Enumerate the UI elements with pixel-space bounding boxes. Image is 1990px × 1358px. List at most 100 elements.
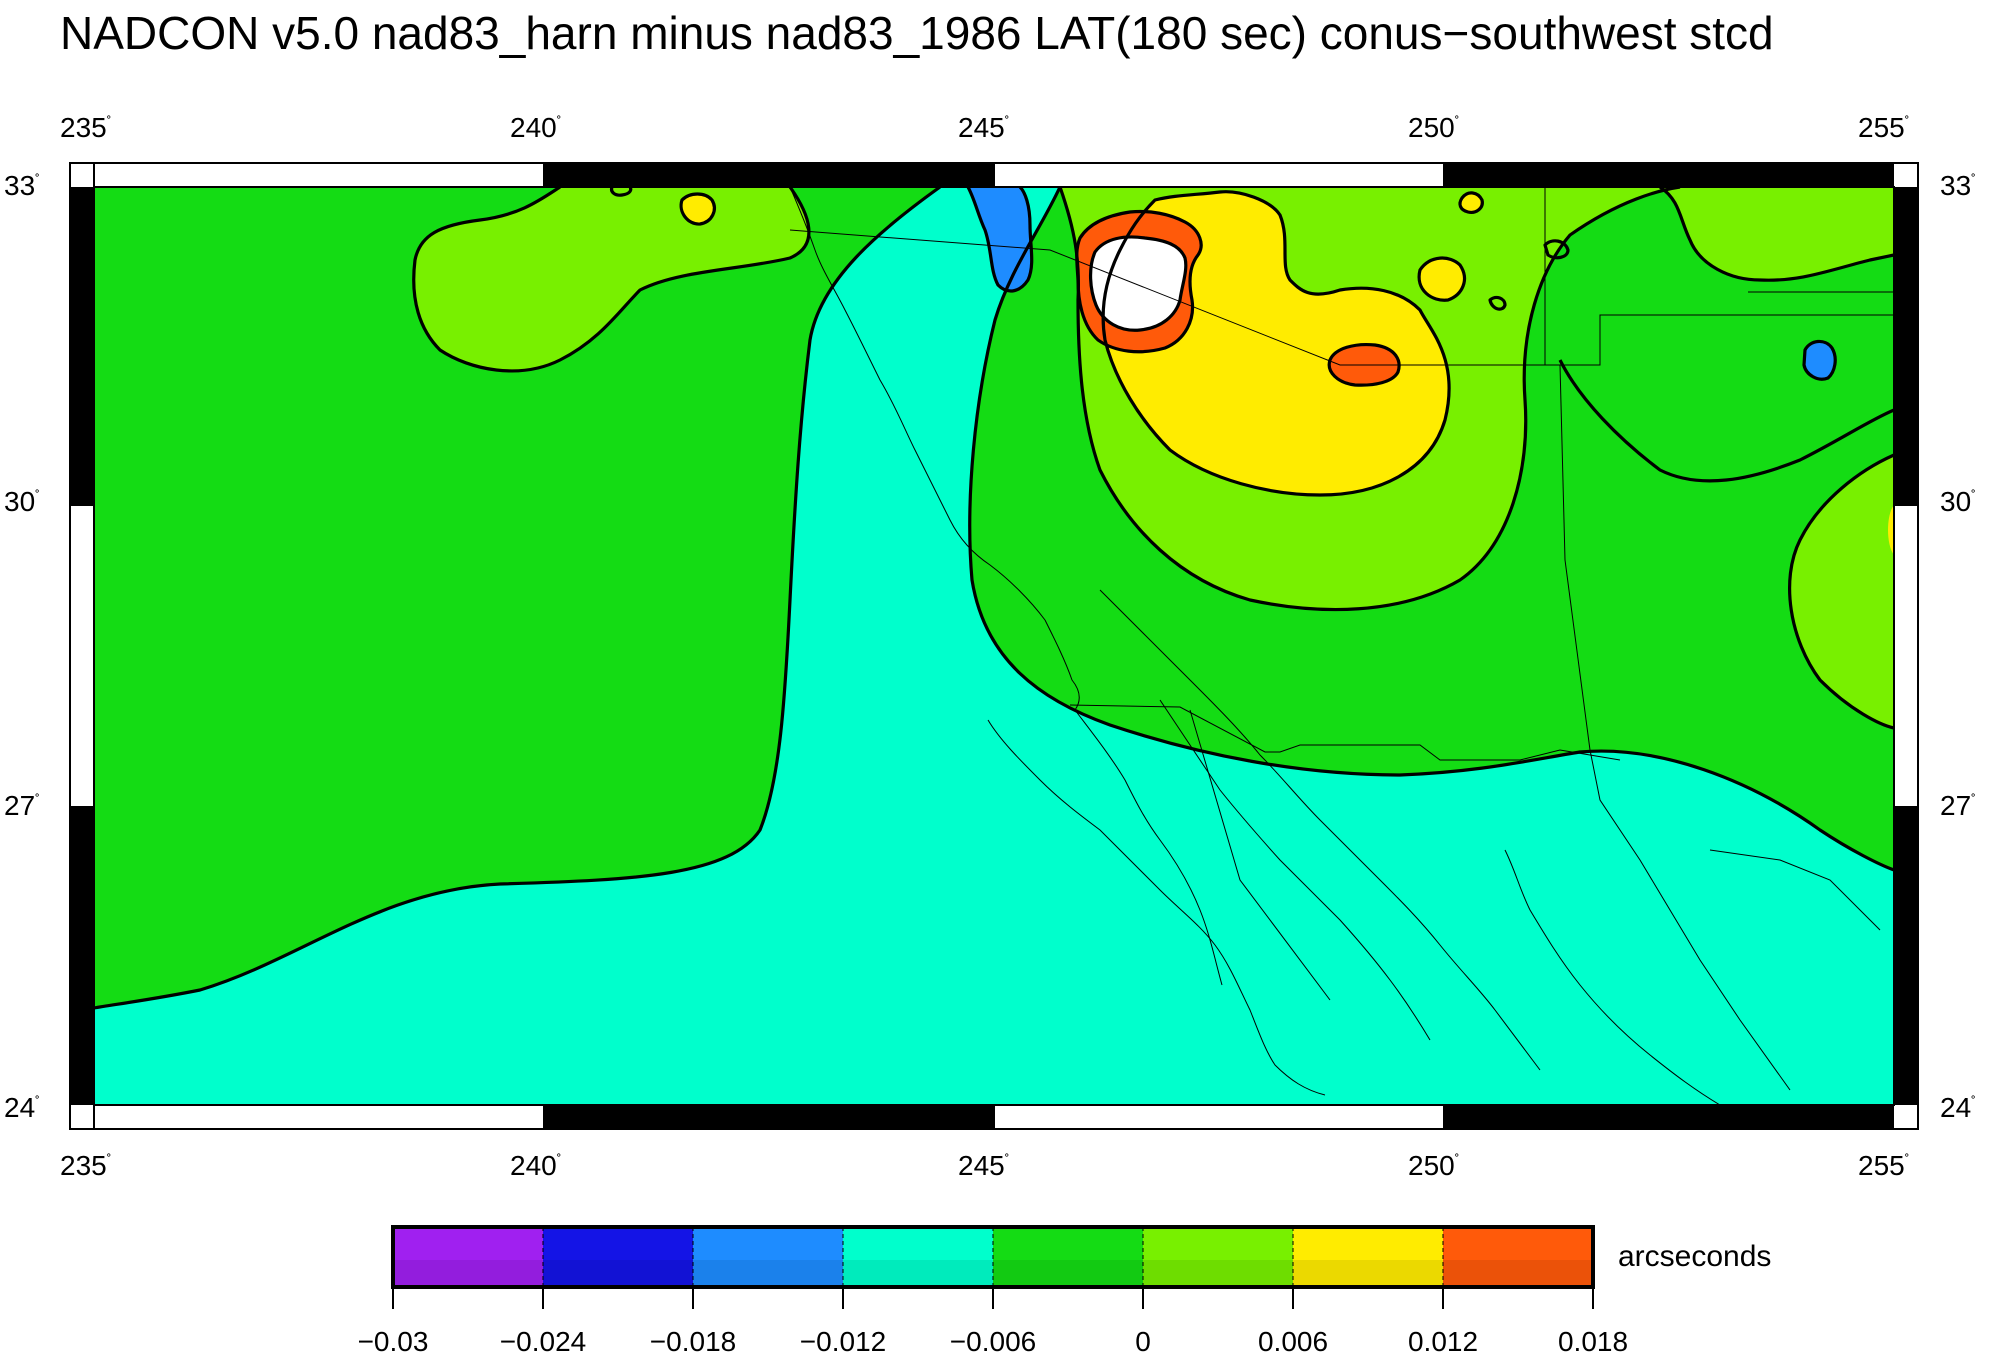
- contour-small-ne-1: [1543, 239, 1570, 260]
- frame-seg-right-3: [1894, 807, 1918, 1105]
- colorbar-segment: [543, 1227, 693, 1287]
- region-lime-northeast: [1660, 187, 1894, 281]
- lon-tick-bottom-240: 240˚: [510, 1150, 562, 1181]
- colorbar: [391, 1225, 1595, 1309]
- region-green-west: [94, 187, 940, 1008]
- colorbar-label-5: 0: [1135, 1326, 1151, 1357]
- border-state-6: [1189, 709, 1331, 1001]
- colorbar-label-4: −0.006: [949, 1326, 1037, 1357]
- lat-tick-left-33: 33˚: [4, 170, 40, 201]
- contour-blue-east: [1802, 339, 1837, 381]
- lon-tick-bottom-235: 235˚: [60, 1150, 112, 1181]
- colorbar-segment-shade: [393, 1260, 543, 1287]
- frame-seg-top-2: [544, 163, 994, 187]
- colorbar-label-1: −0.024: [499, 1326, 587, 1357]
- colorbar-segment-shade: [543, 1260, 693, 1287]
- map-title: NADCON v5.0 nad83_harn minus nad83_1986 …: [60, 7, 1774, 59]
- contour-lime-central: [1058, 187, 1681, 612]
- contour-white-core: [1089, 235, 1188, 332]
- frame-seg-left-1: [70, 187, 94, 505]
- coastline-baja-east: [1074, 709, 1223, 986]
- region-lime-east: [1789, 455, 1894, 728]
- colorbar-segment-shade: [1143, 1260, 1293, 1287]
- lon-tick-top-240: 240˚: [510, 112, 562, 143]
- lat-tick-right-30: 30˚: [1940, 486, 1976, 517]
- lat-tick-left-30: 30˚: [4, 486, 40, 517]
- contour-green-east: [968, 187, 1894, 872]
- contour-lines: [94, 187, 1894, 1010]
- contour-orange-oval: [1327, 342, 1401, 387]
- contour-lime-east: [1788, 453, 1894, 730]
- contour-yellow-blob-1: [679, 192, 716, 226]
- contour-yellow-blob-2: [1417, 256, 1466, 302]
- region-yellow-blob-3: [1460, 192, 1483, 213]
- frame-seg-top-4: [1444, 163, 1894, 187]
- contour-green-west: [94, 187, 941, 1010]
- frame-seg-right-1: [1894, 187, 1918, 505]
- region-blue-west: [968, 187, 1032, 292]
- colorbar-segment: [693, 1227, 843, 1287]
- region-yellow-sliver-east: [1888, 505, 1894, 555]
- frame-seg-left-3: [70, 807, 94, 1105]
- lon-tick-top-245: 245˚: [958, 112, 1010, 143]
- lon-tick-bottom-250: 250˚: [1408, 1150, 1460, 1181]
- lon-tick-top-255: 255˚: [1858, 112, 1910, 143]
- colorbar-segment-shade: [843, 1260, 993, 1287]
- colorbar-segment: [1293, 1227, 1443, 1287]
- contour-yellow-central: [1101, 190, 1451, 497]
- lat-tick-right-27: 27˚: [1940, 790, 1976, 821]
- contour-orange-hotspot: [1075, 209, 1203, 354]
- frame-seg-bottom-3: [993, 1104, 1445, 1130]
- frame-seg-bottom-1: [93, 1104, 545, 1130]
- border-state-4: [1559, 364, 1791, 1091]
- contour-lime-west: [412, 187, 811, 373]
- colorbar-segment: [1143, 1227, 1293, 1287]
- lon-tick-top-235: 235˚: [60, 112, 112, 143]
- frame-seg-bottom-4: [1444, 1105, 1894, 1129]
- frame-seg-right-2: [1893, 504, 1919, 808]
- colorbar-segment-shade: [1443, 1260, 1593, 1287]
- colorbar-segment-shade: [1293, 1260, 1443, 1287]
- contour-yellow-blob-3: [1458, 191, 1484, 214]
- lon-tick-top-250: 250˚: [1408, 112, 1460, 143]
- colorbar-segment: [843, 1227, 993, 1287]
- colorbar-label-7: 0.012: [1407, 1326, 1479, 1357]
- frame-seg-top-3: [993, 162, 1445, 188]
- region-yellow-blob-2: [1419, 258, 1465, 301]
- lat-tick-right-24: 24˚: [1940, 1092, 1976, 1123]
- frame-seg-left-2: [69, 504, 95, 808]
- border-state-1: [789, 229, 1894, 366]
- frame-seg-bottom-2: [544, 1105, 994, 1129]
- contour-lime-northeast: [1659, 187, 1894, 282]
- coastline-mainland-mexico: [1099, 589, 1541, 1071]
- colorbar-segment: [993, 1227, 1143, 1287]
- colorbar-label-2: −0.018: [649, 1326, 737, 1357]
- lat-tick-right-33: 33˚: [1940, 170, 1976, 201]
- border-state-5: [1709, 849, 1881, 931]
- lon-tick-bottom-245: 245˚: [958, 1150, 1010, 1181]
- colorbar-segment-shade: [693, 1260, 843, 1287]
- coastline-mexico-east: [1504, 849, 1721, 1105]
- coastline-baja-west: [987, 719, 1326, 1096]
- colorbar-segment: [1443, 1227, 1593, 1287]
- lon-tick-bottom-255: 255˚: [1858, 1150, 1910, 1181]
- coastline-california: [789, 187, 1080, 711]
- frame-seg-top-1: [93, 162, 545, 188]
- lat-tick-left-24: 24˚: [4, 1092, 40, 1123]
- region-blue-east: [1804, 341, 1836, 380]
- region-yellow-blob-1: [681, 194, 715, 225]
- colorbar-label-3: −0.012: [799, 1326, 887, 1357]
- lat-tick-left-27: 27˚: [4, 790, 40, 821]
- colorbar-label-0: −0.03: [357, 1326, 429, 1357]
- region-lime-west: [413, 187, 809, 371]
- contour-cyan-east: [1558, 359, 1894, 483]
- map-frame-inner: [93, 186, 1895, 1106]
- contour-small-ne-2: [1488, 295, 1507, 311]
- colorbar-segment: [393, 1227, 543, 1287]
- contour-blue-west: [966, 187, 1034, 293]
- coastlines: [789, 187, 1894, 1105]
- border-us-mexico: [1069, 704, 1621, 761]
- colorbar-label-8: 0.018: [1557, 1326, 1629, 1357]
- colorbar-segment-shade: [993, 1260, 1143, 1287]
